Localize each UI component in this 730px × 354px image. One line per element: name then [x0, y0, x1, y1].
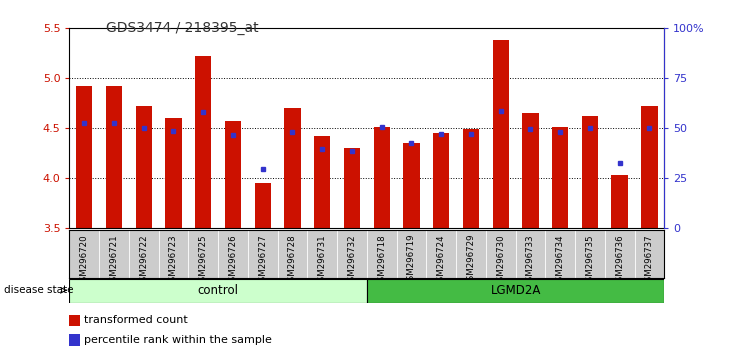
Bar — [612, 175, 628, 228]
Text: GSM296732: GSM296732 — [347, 234, 356, 286]
Bar — [374, 127, 390, 228]
Bar — [552, 127, 569, 228]
Text: GSM296725: GSM296725 — [199, 234, 208, 286]
Text: control: control — [198, 284, 239, 297]
Text: GSM296721: GSM296721 — [110, 234, 118, 286]
Bar — [582, 116, 598, 228]
Bar — [493, 40, 509, 228]
Bar — [367, 279, 664, 303]
Bar — [284, 108, 301, 228]
Text: percentile rank within the sample: percentile rank within the sample — [84, 335, 272, 345]
Bar — [106, 86, 122, 228]
Text: GSM296726: GSM296726 — [228, 234, 237, 286]
Bar — [76, 86, 93, 228]
Text: GSM296733: GSM296733 — [526, 234, 535, 286]
Text: GSM296731: GSM296731 — [318, 234, 327, 286]
Text: GSM296729: GSM296729 — [466, 234, 475, 286]
Bar — [69, 279, 367, 303]
Text: GSM296718: GSM296718 — [377, 234, 386, 286]
Text: GSM296720: GSM296720 — [80, 234, 89, 286]
Bar — [255, 183, 271, 228]
Text: GDS3474 / 218395_at: GDS3474 / 218395_at — [106, 21, 258, 35]
Bar — [195, 56, 212, 228]
Text: GSM296719: GSM296719 — [407, 234, 416, 286]
Text: GSM296730: GSM296730 — [496, 234, 505, 286]
Bar — [69, 334, 80, 346]
Bar — [433, 133, 450, 228]
Text: GSM296723: GSM296723 — [169, 234, 178, 286]
Bar — [136, 106, 152, 228]
Text: GSM296722: GSM296722 — [139, 234, 148, 286]
Text: LGMD2A: LGMD2A — [491, 284, 541, 297]
Text: GSM296724: GSM296724 — [437, 234, 446, 286]
Bar — [522, 113, 539, 228]
Text: GSM296728: GSM296728 — [288, 234, 297, 286]
Text: GSM296737: GSM296737 — [645, 234, 654, 286]
Text: transformed count: transformed count — [84, 315, 188, 325]
Bar — [225, 121, 241, 228]
Bar — [403, 143, 420, 228]
Bar — [641, 106, 658, 228]
Bar — [314, 136, 331, 228]
Text: GSM296735: GSM296735 — [585, 234, 594, 286]
Bar — [69, 315, 80, 326]
Bar — [463, 129, 479, 228]
Text: disease state: disease state — [4, 285, 73, 295]
Text: GSM296736: GSM296736 — [615, 234, 624, 286]
Text: GSM296734: GSM296734 — [556, 234, 565, 286]
Bar — [344, 148, 360, 228]
Bar — [165, 118, 182, 228]
Text: GSM296727: GSM296727 — [258, 234, 267, 286]
